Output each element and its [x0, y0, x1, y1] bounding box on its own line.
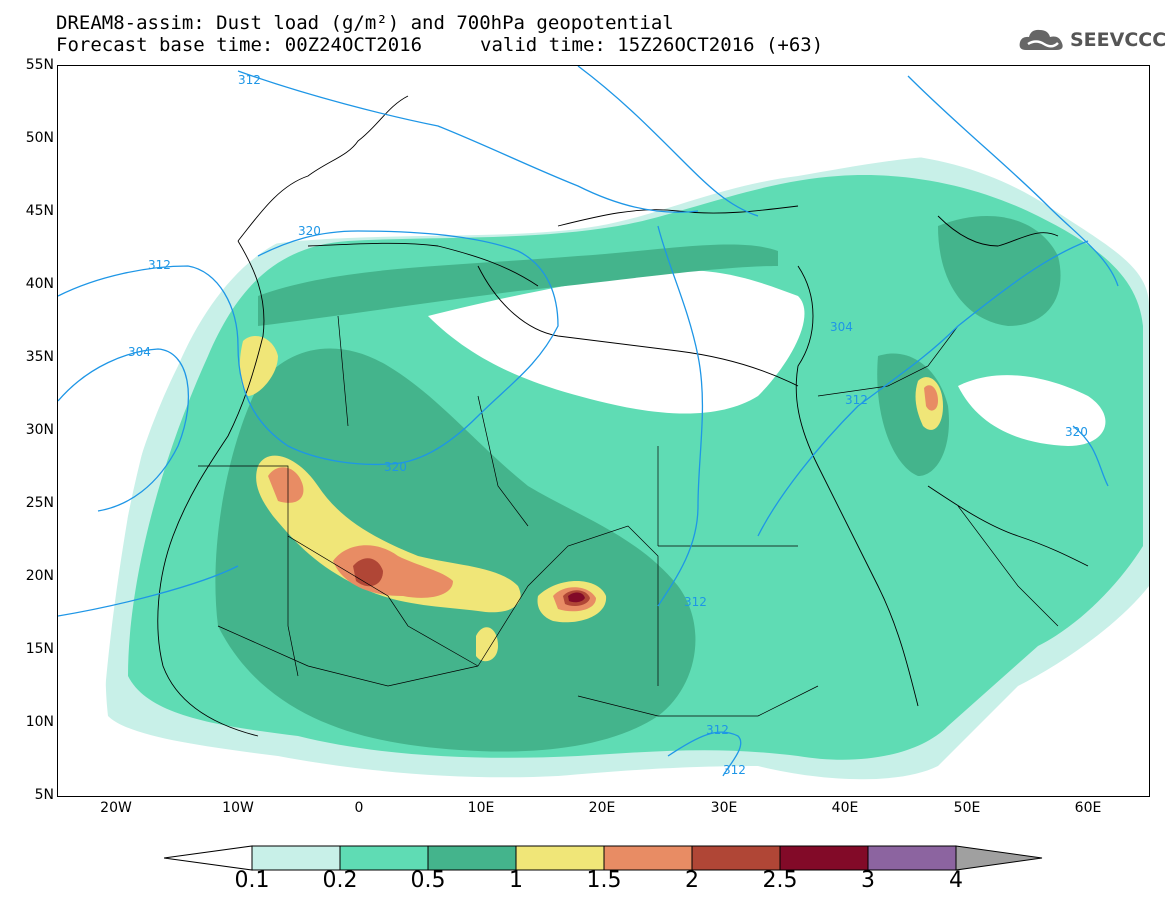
- color-bar-left-arrow: [164, 845, 253, 871]
- color-bar-segment: [515, 845, 605, 871]
- contour-label-group: 312 320 312 304 320 304 312 320 312 312 …: [128, 73, 1088, 777]
- color-bar-segment: [603, 845, 693, 871]
- clear-area-arabia: [958, 375, 1106, 446]
- contour-label: 312: [238, 73, 261, 87]
- legend-label: 4: [949, 868, 963, 893]
- logo-text: SEEVCCC: [1070, 29, 1165, 51]
- lat-tick-label: 35N: [25, 349, 54, 365]
- lon-tick-label: 20E: [588, 800, 616, 816]
- lon-tick-label: 60E: [1074, 800, 1102, 816]
- valid-time: valid time: 15Z26OCT2016 (+63): [480, 34, 824, 56]
- map-panel: 312 320 312 304 320 304 312 320 312 312 …: [57, 65, 1150, 797]
- legend-label: 0.5: [410, 868, 446, 893]
- legend-label: 3: [861, 868, 875, 893]
- contour-label: 304: [128, 345, 151, 359]
- dust-shade-0-5: [215, 348, 696, 752]
- contour-label: 320: [298, 224, 321, 238]
- contour-label: 320: [384, 460, 407, 474]
- color-bar-segment: [867, 845, 957, 871]
- dust-shade-0-5-north: [258, 244, 778, 326]
- color-bar-segment: [691, 845, 781, 871]
- clear-area-atlantic: [58, 66, 208, 796]
- color-bar-segment: [251, 845, 341, 871]
- color-bar-segment: [339, 845, 429, 871]
- color-bar-segment: [427, 845, 517, 871]
- lat-tick-label: 25N: [25, 495, 54, 511]
- contour-label: 312: [148, 258, 171, 272]
- contour-label: 320: [1065, 425, 1088, 439]
- lat-tick-label: 5N: [34, 787, 54, 803]
- legend-label: 0.1: [234, 868, 270, 893]
- contour-label: 312: [723, 763, 746, 777]
- lat-tick-label: 45N: [25, 203, 54, 219]
- cloud-logo-icon: [1019, 29, 1063, 50]
- lat-tick-label: 10N: [25, 714, 54, 730]
- dust-map: 312 320 312 304 320 304 312 320 312 312 …: [58, 66, 1149, 796]
- forecast-base-time: Forecast base time: 00Z24OCT2016: [56, 34, 423, 56]
- lon-tick-label: 0: [354, 800, 364, 816]
- legend-label: 2.5: [762, 868, 798, 893]
- lon-tick-label: 30E: [710, 800, 738, 816]
- clear-area-europe: [208, 66, 1149, 266]
- lat-tick-label: 50N: [25, 130, 54, 146]
- contour-label: 304: [830, 320, 853, 334]
- dust-shade-1: [256, 455, 521, 613]
- color-bar-right-arrow: [955, 845, 1043, 871]
- lat-tick-label: 55N: [25, 57, 54, 73]
- legend-label: 2: [685, 868, 699, 893]
- contour-label: 312: [706, 723, 729, 737]
- dust-shade-0-5-caspian: [938, 216, 1061, 326]
- lon-tick-label: 50E: [953, 800, 981, 816]
- legend-label: 1: [509, 868, 523, 893]
- dust-shade-1-niger: [476, 627, 498, 662]
- geopotential-contours: [58, 66, 1119, 777]
- lon-tick-label: 40E: [831, 800, 859, 816]
- contour-label: 312: [845, 393, 868, 407]
- dust-shade-1-5-iraq: [924, 385, 938, 411]
- lon-tick-label: 20W: [100, 800, 132, 816]
- seevccc-logo: SEEVCCC: [1018, 26, 1165, 54]
- color-bar-segment: [779, 845, 869, 871]
- lon-tick-label: 10W: [222, 800, 254, 816]
- lat-tick-label: 40N: [25, 276, 54, 292]
- dust-shade-3: [568, 592, 585, 603]
- dust-shade-1-5: [268, 467, 304, 503]
- lat-tick-label: 15N: [25, 641, 54, 657]
- dust-shade-1-morocco: [239, 336, 278, 396]
- lat-tick-label: 30N: [25, 422, 54, 438]
- coastlines: [157, 95, 1089, 737]
- clear-area-med: [428, 270, 805, 414]
- contour-label: 312: [684, 595, 707, 609]
- legend-label: 0.2: [322, 868, 358, 893]
- legend-label: 1.5: [586, 868, 622, 893]
- country-borders: [198, 315, 1059, 717]
- map-title: DREAM8-assim: Dust load (g/m²) and 700hP…: [56, 12, 674, 34]
- lat-tick-label: 20N: [25, 568, 54, 584]
- color-bar: [164, 845, 1043, 871]
- lon-tick-label: 10E: [467, 800, 495, 816]
